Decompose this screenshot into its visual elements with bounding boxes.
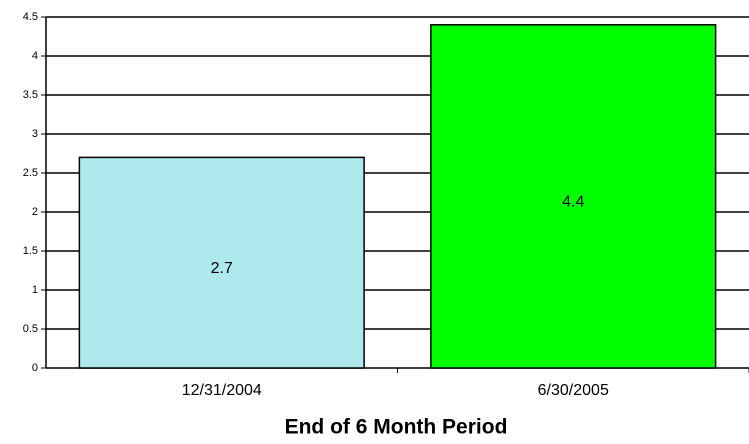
y-tick-label: 1 bbox=[32, 284, 38, 296]
y-tick-label: 2.5 bbox=[23, 167, 38, 179]
y-tick-label: 1.5 bbox=[23, 245, 38, 257]
data-label: 2.7 bbox=[211, 260, 233, 277]
y-tick-label: 4.5 bbox=[23, 11, 38, 23]
x-tick-label: 6/30/2005 bbox=[538, 382, 609, 399]
y-tick-label: 2 bbox=[32, 206, 38, 218]
y-tick-label: 3.5 bbox=[23, 89, 38, 101]
bar bbox=[78, 156, 365, 369]
y-tick-label: 0 bbox=[32, 362, 38, 374]
bar bbox=[430, 24, 717, 369]
y-tick-label: 3 bbox=[32, 128, 38, 140]
x-axis-title: End of 6 Month Period bbox=[285, 416, 508, 439]
x-tick-label: 12/31/2004 bbox=[182, 382, 262, 399]
y-tick-label: 4 bbox=[32, 50, 38, 62]
y-tick-label: 0.5 bbox=[23, 323, 38, 335]
data-label: 4.4 bbox=[562, 194, 584, 211]
